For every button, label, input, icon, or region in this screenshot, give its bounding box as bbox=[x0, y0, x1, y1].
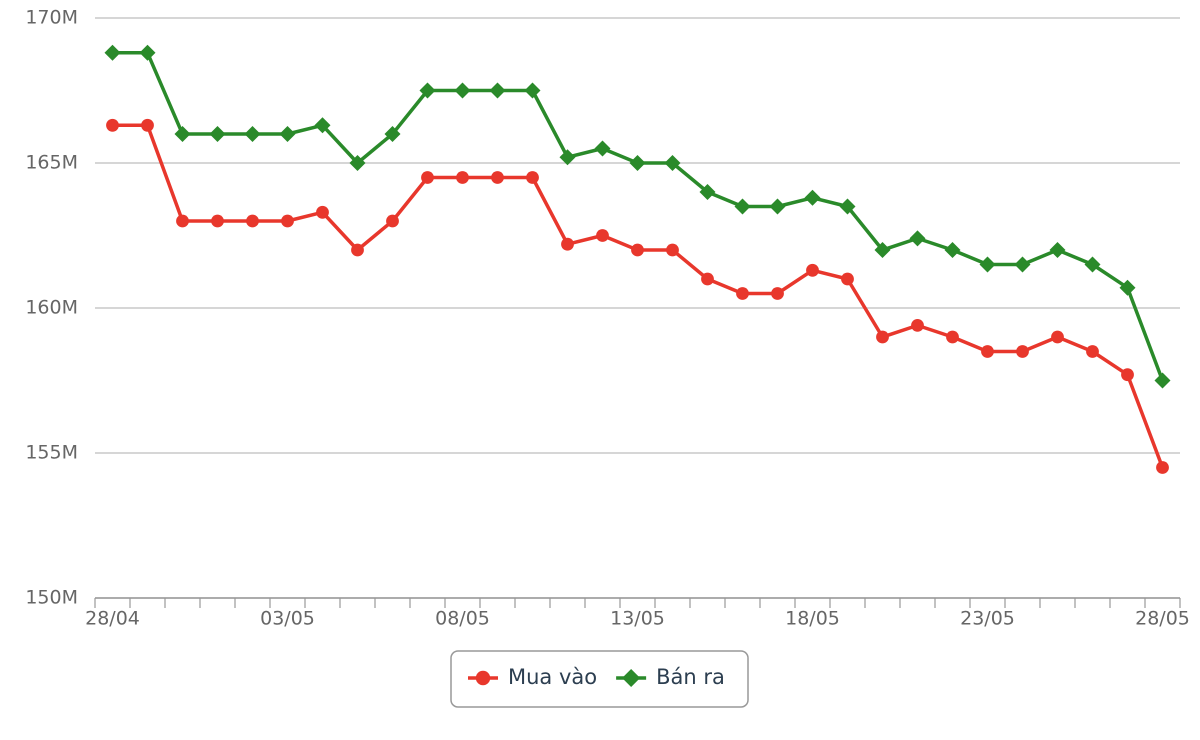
marker bbox=[454, 82, 471, 99]
marker bbox=[246, 214, 259, 228]
marker bbox=[526, 171, 539, 184]
marker bbox=[874, 242, 891, 258]
marker bbox=[1156, 461, 1169, 474]
marker bbox=[1084, 256, 1101, 273]
marker bbox=[1121, 368, 1134, 382]
marker bbox=[1049, 242, 1066, 258]
marker bbox=[769, 198, 786, 215]
marker bbox=[1119, 279, 1136, 296]
x-tick-label: 03/05 bbox=[260, 608, 315, 630]
marker bbox=[386, 214, 399, 228]
marker bbox=[174, 126, 191, 142]
marker bbox=[1014, 256, 1031, 273]
marker bbox=[211, 214, 224, 228]
marker bbox=[176, 214, 189, 228]
y-tick-label: 155M bbox=[25, 442, 78, 464]
marker bbox=[909, 230, 926, 247]
marker bbox=[944, 242, 961, 258]
marker bbox=[596, 229, 609, 242]
marker bbox=[622, 669, 641, 687]
marker bbox=[314, 117, 331, 134]
marker bbox=[384, 126, 401, 142]
x-tick-label: 23/05 bbox=[960, 608, 1015, 630]
marker bbox=[841, 272, 854, 286]
y-tick-label: 165M bbox=[25, 152, 78, 174]
marker bbox=[349, 155, 366, 171]
y-tick-label: 160M bbox=[25, 297, 78, 319]
legend-box bbox=[450, 650, 749, 708]
marker bbox=[106, 118, 119, 132]
marker bbox=[524, 82, 541, 99]
legend-label: Bán ra bbox=[656, 665, 725, 689]
x-tick-label: 13/05 bbox=[610, 608, 665, 630]
marker bbox=[979, 256, 996, 273]
marker bbox=[1154, 372, 1171, 389]
marker bbox=[281, 214, 294, 228]
marker bbox=[734, 198, 751, 215]
marker bbox=[664, 155, 681, 171]
series-line bbox=[112, 123, 1165, 469]
marker bbox=[1016, 345, 1029, 358]
marker bbox=[1086, 345, 1099, 358]
legend-item: Mua vào bbox=[468, 665, 597, 689]
marker bbox=[141, 118, 154, 132]
y-tick-label: 170M bbox=[25, 7, 78, 29]
marker bbox=[911, 319, 924, 332]
marker bbox=[279, 126, 296, 142]
marker bbox=[839, 198, 856, 215]
marker bbox=[139, 44, 156, 61]
marker bbox=[104, 44, 121, 61]
marker bbox=[701, 272, 714, 286]
marker bbox=[876, 330, 889, 344]
marker bbox=[699, 184, 716, 200]
marker bbox=[736, 287, 749, 300]
marker bbox=[631, 243, 644, 257]
marker bbox=[351, 243, 364, 257]
marker bbox=[421, 171, 434, 184]
x-tick-label: 08/05 bbox=[435, 608, 490, 630]
marker bbox=[981, 345, 994, 358]
marker bbox=[491, 171, 504, 184]
marker bbox=[559, 149, 576, 166]
y-tick-label: 150M bbox=[25, 587, 78, 609]
series bbox=[106, 118, 1169, 474]
marker bbox=[456, 171, 469, 184]
x-tick-label: 28/05 bbox=[1135, 608, 1190, 630]
x-tick-label: 18/05 bbox=[785, 608, 840, 630]
x-tick-label: 28/04 bbox=[85, 608, 140, 630]
marker bbox=[244, 126, 261, 142]
marker bbox=[489, 82, 506, 99]
series-line bbox=[112, 51, 1165, 382]
marker bbox=[209, 126, 226, 142]
marker bbox=[561, 237, 574, 251]
marker bbox=[806, 263, 819, 277]
marker bbox=[771, 287, 784, 300]
marker bbox=[629, 155, 646, 171]
marker bbox=[946, 330, 959, 344]
marker bbox=[804, 189, 821, 206]
marker bbox=[419, 82, 436, 99]
marker bbox=[475, 670, 491, 686]
legend-item: Bán ra bbox=[616, 665, 725, 689]
series bbox=[104, 44, 1171, 389]
marker bbox=[666, 243, 679, 257]
marker bbox=[316, 205, 329, 219]
marker bbox=[594, 140, 611, 157]
legend-label: Mua vào bbox=[508, 665, 597, 689]
marker bbox=[1051, 330, 1064, 344]
